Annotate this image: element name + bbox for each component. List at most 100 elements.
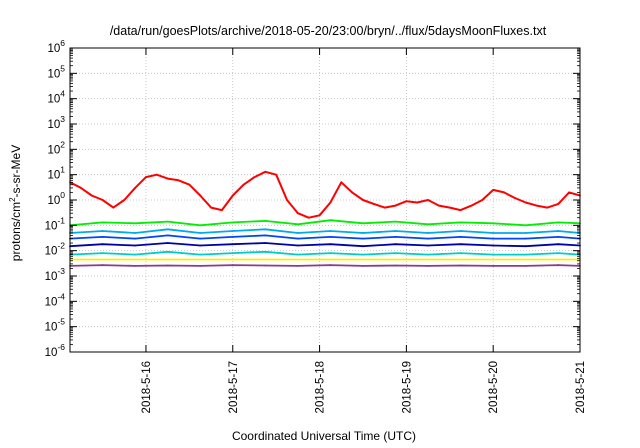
- data-point: [123, 199, 126, 201]
- data-point: [362, 222, 364, 225]
- data-point: [329, 219, 332, 222]
- data-point: [199, 194, 202, 197]
- data-point: [492, 237, 495, 240]
- data-point: [329, 252, 332, 255]
- data-point: [101, 243, 104, 246]
- data-point: [362, 245, 364, 248]
- data-point: [372, 203, 375, 205]
- y-tick-label-base: 10: [45, 296, 58, 308]
- data-point: [546, 206, 549, 209]
- data-point: [296, 265, 299, 267]
- data-point: [329, 243, 332, 246]
- y-tick-label: 10-5: [45, 317, 66, 334]
- data-point: [101, 199, 104, 201]
- data-point: [155, 173, 158, 176]
- y-tick-label-base: 10: [45, 246, 58, 258]
- data-point: [427, 199, 429, 201]
- data-point: [481, 199, 484, 201]
- y-tick-label: 100: [47, 190, 65, 207]
- data-point: [438, 204, 440, 207]
- y-axis-label-pre: protons/cm: [9, 202, 23, 261]
- y-tick-label: 101: [47, 165, 65, 182]
- data-point: [242, 183, 245, 186]
- data-point: [351, 191, 354, 194]
- x-tick-label: 2018-5-20: [488, 361, 500, 413]
- data-point: [405, 200, 408, 203]
- data-point: [134, 258, 137, 261]
- data-point: [394, 204, 397, 207]
- y-tick-label-exponent: -3: [57, 266, 65, 276]
- y-tick-label: 10-3: [45, 266, 66, 283]
- data-point: [470, 204, 473, 207]
- data-point: [221, 209, 223, 211]
- y-tick-label-exponent: 2: [60, 139, 65, 149]
- grid: [70, 48, 580, 352]
- data-point: [231, 235, 234, 238]
- data-point: [231, 258, 234, 261]
- y-tick-label: 106: [47, 38, 65, 55]
- data-point: [264, 250, 267, 253]
- data-point: [557, 221, 560, 224]
- data-point: [427, 253, 429, 256]
- data-point: [416, 201, 419, 204]
- data-point: [329, 230, 332, 232]
- data-point: [394, 243, 397, 246]
- data-point: [286, 199, 288, 201]
- data-point: [264, 228, 267, 231]
- data-point: [557, 203, 560, 205]
- data-point: [340, 181, 343, 184]
- data-point: [101, 235, 104, 238]
- data-point: [492, 258, 495, 261]
- y-tick-label: 10-4: [45, 291, 66, 308]
- data-point: [166, 234, 169, 237]
- data-point: [362, 199, 364, 201]
- data-point: [296, 244, 299, 247]
- data-point: [166, 228, 169, 231]
- data-point: [492, 232, 495, 234]
- y-tick-label-exponent: -5: [57, 317, 65, 327]
- data-point: [535, 204, 538, 207]
- data-point: [264, 234, 267, 237]
- data-point: [134, 253, 137, 256]
- data-point: [557, 243, 560, 246]
- x-tick-label: 2018-5-18: [315, 361, 327, 413]
- data-point: [264, 170, 267, 173]
- data-point: [79, 187, 82, 189]
- data-point: [199, 232, 202, 234]
- data-point: [362, 265, 364, 267]
- data-point: [492, 244, 495, 247]
- data-point: [264, 264, 267, 267]
- x-tick-label: 2018-5-19: [401, 361, 413, 413]
- data-point: [253, 176, 256, 179]
- y-tick-label-exponent: 6: [60, 38, 65, 48]
- data-point: [264, 242, 267, 244]
- data-point: [362, 258, 364, 261]
- y-tick-label-base: 10: [45, 271, 58, 283]
- data-point: [90, 194, 93, 197]
- y-tick-label-base: 10: [47, 68, 60, 80]
- data-point: [427, 258, 429, 261]
- series-line: [69, 170, 581, 219]
- data-point: [199, 253, 202, 256]
- data-point: [524, 245, 527, 248]
- data-point: [329, 264, 332, 266]
- x-tick-label: 2018-5-17: [228, 361, 240, 413]
- data-point: [166, 242, 169, 244]
- data-point: [231, 243, 234, 246]
- data-point: [459, 264, 462, 267]
- data-point: [448, 206, 451, 209]
- y-tick-label-base: 10: [45, 322, 58, 334]
- y-tick-label-base: 10: [47, 43, 60, 55]
- data-point: [275, 173, 278, 176]
- data-point: [296, 237, 299, 240]
- y-axis-label-post: -s-sr-MeV: [9, 145, 23, 198]
- data-point: [524, 253, 527, 256]
- ticks: [70, 47, 581, 353]
- data-point: [394, 264, 397, 267]
- data-point: [492, 222, 495, 225]
- data-point: [329, 258, 332, 261]
- y-tick-label-exponent: -1: [57, 215, 65, 225]
- data-point: [568, 191, 571, 194]
- data-point: [427, 232, 429, 234]
- y-axis-label: protons/cm2-s-sr-MeV: [8, 145, 23, 261]
